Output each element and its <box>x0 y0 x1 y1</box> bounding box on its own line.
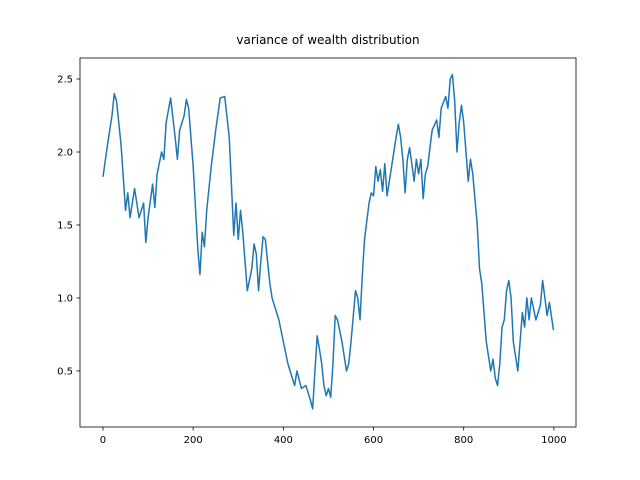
x-tick-label: 200 <box>184 435 203 446</box>
x-tick-label: 400 <box>274 435 293 446</box>
data-line <box>102 73 555 410</box>
y-tick-label: 2.0 <box>57 148 73 159</box>
y-tick-label: 1.0 <box>57 293 73 304</box>
x-tick-label: 600 <box>364 435 383 446</box>
y-tick-label: 0.5 <box>57 366 73 377</box>
y-tick-label: 1.5 <box>57 220 73 231</box>
x-tick-label: 0 <box>100 435 106 446</box>
x-tick-label: 1000 <box>541 435 566 446</box>
x-tick-label: 800 <box>454 435 473 446</box>
plot-frame <box>79 57 577 428</box>
chart-title: variance of wealth distribution <box>236 33 419 47</box>
y-tick-label: 2.5 <box>57 75 73 86</box>
